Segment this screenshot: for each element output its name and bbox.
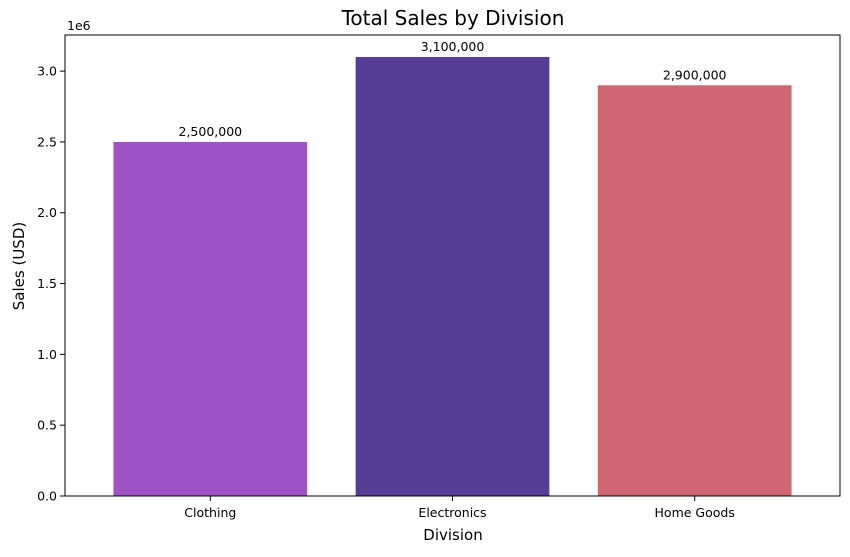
bar-electronics [355,56,550,496]
y-tick-label: 2.0 [37,205,57,220]
data-label: 2,500,000 [179,124,243,139]
plot-area: 2,500,000 Clothing 3,100,000 Electronics 2,9… [37,34,841,520]
chart-title: Total Sales by Division [341,6,565,30]
y-tick-label: 2.5 [37,134,57,149]
y-tick-label: 3.0 [37,64,57,79]
x-axis-label: Division [423,526,482,544]
bar-home-goods [597,85,792,497]
y-tick-label: 0.0 [37,489,57,504]
y-axis-offset-label: 1e6 [67,18,91,33]
x-tick-label: Clothing [184,505,236,520]
x-tick-label: Electronics [418,505,486,520]
x-tick-label: Home Goods [655,505,735,520]
bar-clothing [113,141,308,497]
y-axis-label: Sales (USD) [10,222,28,310]
data-label: 3,100,000 [421,39,485,54]
data-label: 2,900,000 [663,67,727,82]
y-tick-label: 1.5 [37,276,57,291]
plot-frame [64,34,841,497]
y-tick-label: 0.5 [37,418,57,433]
y-tick-label: 1.0 [37,347,57,362]
